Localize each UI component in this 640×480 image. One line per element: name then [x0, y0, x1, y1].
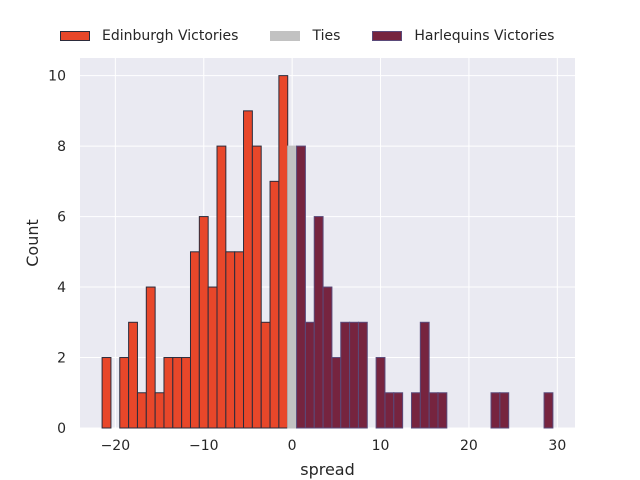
bar-edinburgh: [216, 145, 227, 429]
bar-edinburgh: [154, 392, 165, 429]
bar-harlequins: [296, 145, 306, 429]
legend-label-harlequins: Harlequins Victories: [414, 28, 555, 44]
bar-harlequins: [428, 392, 439, 429]
bar-edinburgh: [260, 321, 271, 429]
bar-harlequins: [384, 392, 395, 429]
bar-harlequins: [543, 392, 554, 429]
bar-edinburgh: [269, 180, 280, 429]
y-tick-label: 0: [57, 421, 66, 437]
bar-edinburgh: [172, 357, 183, 429]
legend-swatch-edinburgh: [60, 31, 90, 41]
y-tick-label: 6: [57, 210, 66, 226]
bar-harlequins: [340, 321, 351, 429]
bar-edinburgh: [251, 145, 262, 429]
bar-harlequins: [349, 321, 359, 429]
legend-item-harlequins: Harlequins Victories: [372, 28, 554, 44]
y-tick-label: 8: [57, 139, 66, 155]
bar-edinburgh: [145, 286, 156, 429]
bar-ties: [287, 145, 298, 429]
x-tick-label: −20: [101, 438, 131, 454]
grid-lines: [80, 58, 575, 429]
chart-legend: Edinburgh Victories Ties Harlequins Vict…: [60, 24, 600, 48]
bar-harlequins: [437, 392, 448, 429]
y-tick-label: 10: [48, 69, 66, 85]
bar-harlequins: [499, 392, 510, 429]
x-tick-label: −10: [189, 438, 219, 454]
bar-edinburgh: [198, 216, 209, 429]
x-axis-label: spread: [300, 460, 355, 479]
x-axis-ticks: −20 −10 0 10 20 30: [101, 438, 567, 454]
bar-harlequins: [304, 321, 315, 429]
bar-harlequins: [357, 321, 368, 429]
legend-swatch-ties: [270, 31, 301, 41]
y-axis-ticks: 0 2 4 6 8 10: [48, 69, 66, 437]
x-tick-label: 20: [460, 438, 478, 454]
bar-edinburgh: [207, 286, 218, 429]
bar-edinburgh: [128, 321, 138, 429]
bar-edinburgh: [278, 75, 289, 429]
bars-group: [101, 75, 554, 429]
legend-swatch-harlequins: [372, 31, 403, 41]
y-tick-label: 2: [57, 351, 66, 367]
y-tick-label: 4: [57, 280, 66, 296]
bar-edinburgh: [225, 251, 236, 429]
bar-harlequins: [419, 321, 430, 429]
bar-edinburgh: [163, 357, 174, 429]
bar-harlequins: [393, 392, 404, 429]
bar-edinburgh: [243, 110, 253, 429]
bar-harlequins: [375, 357, 386, 429]
bar-harlequins: [490, 392, 501, 429]
bar-harlequins: [410, 392, 421, 429]
bar-harlequins: [322, 286, 333, 429]
legend-item-edinburgh: Edinburgh Victories: [60, 28, 238, 44]
x-tick-label: 30: [548, 438, 566, 454]
bar-edinburgh: [234, 251, 245, 429]
x-tick-label: 10: [372, 438, 390, 454]
bar-edinburgh: [181, 357, 191, 429]
bar-edinburgh: [119, 357, 130, 429]
legend-label-edinburgh: Edinburgh Victories: [102, 28, 239, 44]
bar-edinburgh: [101, 357, 112, 429]
legend-label-ties: Ties: [312, 28, 341, 44]
bar-harlequins: [331, 357, 342, 429]
bar-edinburgh: [136, 392, 147, 429]
y-axis-label: Count: [23, 219, 42, 267]
x-tick-label: 0: [288, 438, 297, 454]
bar-harlequins: [313, 216, 324, 429]
bar-edinburgh: [189, 251, 200, 429]
legend-item-ties: Ties: [270, 28, 340, 44]
